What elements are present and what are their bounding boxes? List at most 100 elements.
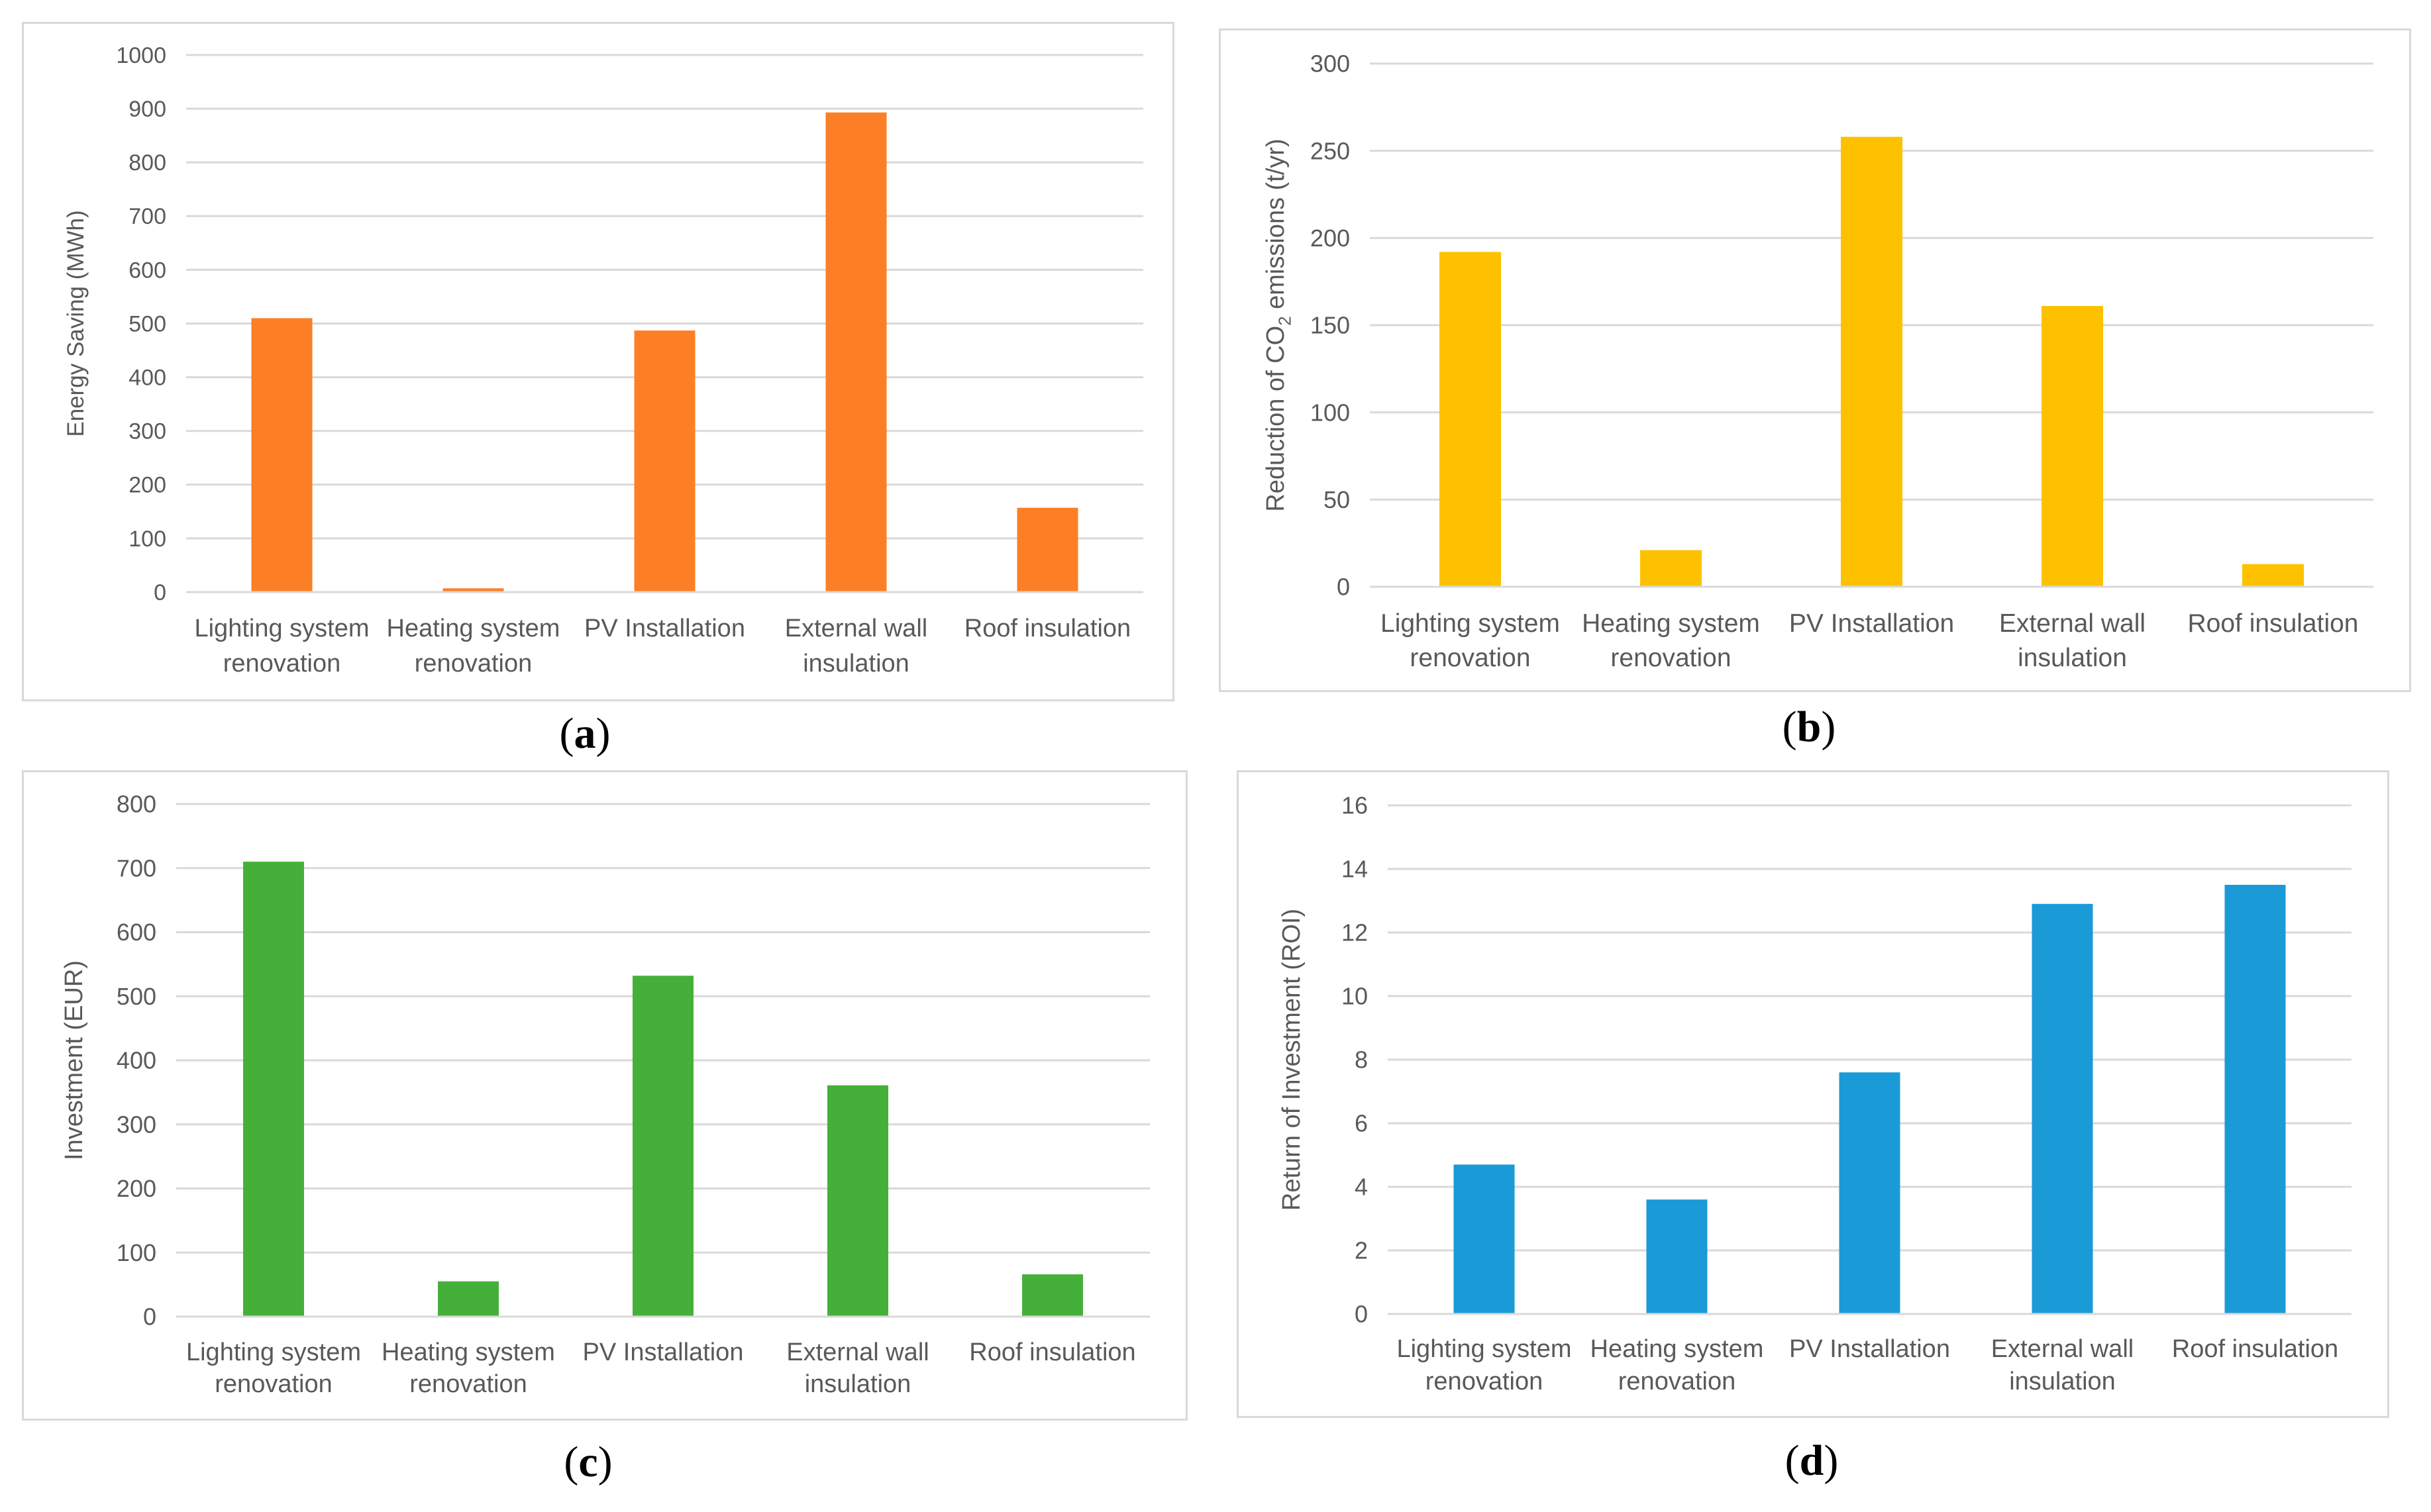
bar-3 xyxy=(1839,1072,1900,1314)
bar-3 xyxy=(1841,136,1902,587)
x-tick-labels: Lighting system renovation Heating system r… xyxy=(1396,1335,2338,1395)
y-tick-label: 16 xyxy=(1341,792,1368,819)
x-tick-label: Roof insulation xyxy=(964,615,1131,642)
y-tick-label: 50 xyxy=(1323,486,1350,513)
x-tick-label: Heating system xyxy=(382,1338,555,1366)
bars xyxy=(251,112,1078,593)
bar-2 xyxy=(442,588,504,592)
y-axis-title-text: Investment (EUR) xyxy=(60,960,88,1160)
bars xyxy=(1453,885,2286,1314)
y-tick-labels: 0 100 200 300 400 500 600 700 800 900 1000 xyxy=(116,43,166,605)
x-tick-label: insulation xyxy=(2018,644,2127,672)
x-tick-label: insulation xyxy=(803,650,909,678)
y-tick-label: 500 xyxy=(117,983,156,1010)
x-tick-label: insulation xyxy=(805,1370,911,1398)
y-axis-title-text: Reduction of CO2 emissions (t/yr) xyxy=(1262,138,1295,511)
y-tick-labels: 0 100 200 300 400 500 600 700 800 xyxy=(117,791,156,1331)
bar-4 xyxy=(825,112,887,593)
y-tick-label: 100 xyxy=(1310,399,1350,426)
bars xyxy=(1439,136,2304,587)
x-tick-label: Lighting system xyxy=(1396,1335,1571,1363)
x-tick-label: renovation xyxy=(215,1370,332,1398)
y-tick-label: 400 xyxy=(117,1047,156,1074)
y-tick-label: 600 xyxy=(129,258,166,283)
bar-2 xyxy=(1640,550,1702,587)
chart-panel-b: 0 50 100 150 200 250 300 Lighting system renovat… xyxy=(1219,28,2411,692)
y-tick-label: 600 xyxy=(117,919,156,946)
x-tick-label: PV Installation xyxy=(1789,1335,1950,1363)
bar-5 xyxy=(2224,885,2286,1314)
x-tick-label: Roof insulation xyxy=(2172,1335,2338,1363)
y-tick-labels: 0 2 4 6 8 10 12 14 16 xyxy=(1341,792,1368,1328)
y-axis-title-text: Return of Investment (ROI) xyxy=(1278,909,1306,1211)
bar-5 xyxy=(2242,564,2304,587)
bar-4 xyxy=(2042,306,2103,587)
x-tick-label: External wall xyxy=(1991,1335,2134,1363)
chart-svg-a: 0 100 200 300 400 500 600 700 800 900 1000 Lighting… xyxy=(63,43,1143,678)
x-tick-label: Heating system xyxy=(387,615,560,642)
x-tick-label: renovation xyxy=(1410,644,1530,672)
y-tick-label: 0 xyxy=(1355,1301,1368,1328)
x-tick-label: Heating system xyxy=(1582,609,1760,638)
y-tick-label: 250 xyxy=(1310,137,1350,164)
y-axis-title: Return of Investment (ROI) xyxy=(1278,909,1306,1211)
x-tick-label: Lighting system xyxy=(194,615,369,642)
x-tick-label: renovation xyxy=(1425,1368,1543,1395)
y-tick-label: 700 xyxy=(129,204,166,229)
y-tick-label: 200 xyxy=(117,1175,156,1202)
y-tick-label: 0 xyxy=(154,580,166,605)
y-tick-label: 2 xyxy=(1355,1237,1368,1264)
x-tick-label: Roof insulation xyxy=(2188,609,2359,638)
chart-svg-d: 0 2 4 6 8 10 12 14 16 Lighting system renovation He… xyxy=(1278,792,2352,1395)
y-tick-labels: 0 50 100 150 200 250 300 xyxy=(1310,50,1350,601)
x-tick-labels: Lighting system renovation Heating system r… xyxy=(194,615,1131,678)
y-axis-title: Investment (EUR) xyxy=(60,960,88,1160)
y-tick-label: 100 xyxy=(117,1239,156,1266)
y-axis-title: Energy Saving (MWh) xyxy=(63,210,89,436)
bars xyxy=(243,862,1083,1317)
y-tick-label: 0 xyxy=(1337,574,1350,601)
x-tick-label: renovation xyxy=(415,650,532,678)
x-tick-label: Roof insulation xyxy=(969,1338,1135,1366)
chart-panel-d: 0 2 4 6 8 10 12 14 16 Lighting system renovation He… xyxy=(1237,770,2389,1418)
y-tick-label: 500 xyxy=(129,311,166,336)
caption-c: (c) xyxy=(564,1438,613,1486)
y-tick-label: 14 xyxy=(1341,856,1368,883)
y-tick-label: 800 xyxy=(129,150,166,176)
y-tick-label: 300 xyxy=(117,1111,156,1138)
x-tick-labels: Lighting system renovation Heating system r… xyxy=(1380,609,2358,672)
x-tick-label: PV Installation xyxy=(584,615,745,642)
y-axis-title-text: Energy Saving (MWh) xyxy=(63,210,89,436)
y-tick-label: 4 xyxy=(1355,1174,1368,1201)
y-tick-label: 200 xyxy=(129,473,166,498)
x-tick-label: renovation xyxy=(223,650,340,678)
y-tick-label: 10 xyxy=(1341,983,1368,1010)
x-tick-label: insulation xyxy=(2009,1368,2116,1395)
y-tick-label: 800 xyxy=(117,791,156,818)
x-tick-label: Lighting system xyxy=(186,1338,361,1366)
bar-2 xyxy=(1646,1199,1708,1314)
chart-panel-c: 0 100 200 300 400 500 600 700 800 Lighting system… xyxy=(22,770,1188,1421)
y-tick-label: 150 xyxy=(1310,312,1350,339)
chart-svg-b: 0 50 100 150 200 250 300 Lighting system renovat… xyxy=(1262,50,2373,672)
caption-a: (a) xyxy=(559,709,611,758)
caption-b: (b) xyxy=(1782,703,1836,751)
chart-svg-c: 0 100 200 300 400 500 600 700 800 Lighting system… xyxy=(60,791,1150,1398)
y-tick-label: 200 xyxy=(1310,225,1350,252)
x-tick-labels: Lighting system renovation Heating system r… xyxy=(186,1338,1136,1398)
gridlines xyxy=(186,54,1143,540)
x-tick-label: Lighting system xyxy=(1380,609,1560,638)
x-tick-label: External wall xyxy=(786,1338,929,1366)
y-tick-label: 6 xyxy=(1355,1110,1368,1137)
bar-1 xyxy=(251,318,313,592)
x-tick-label: Heating system xyxy=(1590,1335,1764,1363)
y-tick-label: 700 xyxy=(117,854,156,882)
x-tick-label: renovation xyxy=(1618,1368,1735,1395)
bar-4 xyxy=(827,1085,888,1317)
bar-5 xyxy=(1022,1274,1083,1317)
x-tick-label: PV Installation xyxy=(1789,609,1954,638)
caption-d: (d) xyxy=(1784,1436,1839,1485)
bar-1 xyxy=(1439,252,1501,587)
y-tick-label: 300 xyxy=(129,419,166,444)
bar-4 xyxy=(2032,903,2093,1314)
